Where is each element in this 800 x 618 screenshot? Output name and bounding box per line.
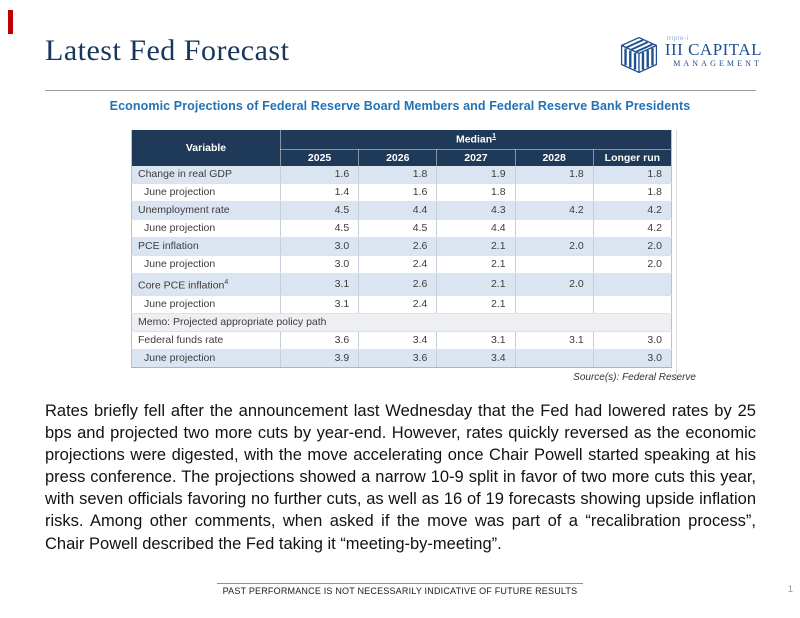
value-cell: 3.0 (279, 255, 359, 274)
logo-subname: MANAGEMENT (673, 59, 762, 68)
value-cell: 4.5 (279, 201, 359, 220)
row-label: June projection (131, 219, 281, 238)
group-header-median: Median1 (280, 130, 672, 150)
value-cell: 3.1 (514, 331, 594, 350)
value-cell: 1.4 (279, 183, 359, 202)
value-cell: 2.6 (358, 273, 437, 296)
row-label: Unemployment rate (131, 201, 281, 220)
logo-tagline: triple-i (666, 35, 689, 42)
col-header-year: 2026 (358, 149, 437, 166)
value-cell: 3.6 (279, 331, 359, 350)
value-cell (514, 219, 594, 238)
value-cell: 3.4 (358, 331, 437, 350)
value-cell: 1.8 (592, 166, 672, 184)
table-row: Memo: Projected appropriate policy path (131, 313, 672, 332)
value-cell: 4.4 (436, 219, 516, 238)
table-row: June projection 3.1 2.4 2.1 (131, 295, 672, 314)
value-cell: 4.5 (279, 219, 359, 238)
value-cell: 1.8 (358, 166, 437, 184)
value-cell: 2.1 (436, 255, 516, 274)
row-label: June projection (131, 183, 281, 202)
footer: PAST PERFORMANCE IS NOT NECESSARILY INDI… (0, 581, 800, 599)
value-cell: 1.8 (592, 183, 672, 202)
value-cell: 3.1 (436, 331, 516, 350)
logo-name: III CAPITAL (664, 40, 762, 59)
logo-text: triple-i III CAPITAL MANAGEMENT (665, 34, 762, 68)
company-logo: triple-i III CAPITAL MANAGEMENT (618, 34, 762, 74)
table-row: June projection 3.9 3.6 3.4 3.0 (131, 349, 672, 368)
source-attribution: Source(s): Federal Reserve (573, 372, 696, 383)
row-label: June projection (131, 349, 281, 368)
value-cell (592, 295, 672, 314)
value-cell: 2.0 (592, 255, 672, 274)
table-row: Unemployment rate 4.5 4.4 4.3 4.2 4.2 (131, 201, 672, 220)
value-cell: 2.1 (436, 295, 516, 314)
value-cell: 1.6 (279, 166, 359, 184)
value-cell: 3.9 (279, 349, 359, 368)
value-cell: 1.8 (514, 166, 594, 184)
value-cell (514, 295, 594, 314)
table-row: Change in real GDP 1.6 1.8 1.9 1.8 1.8 (131, 166, 672, 184)
value-cell: 4.2 (514, 201, 594, 220)
table-row: June projection 1.4 1.6 1.8 1.8 (131, 183, 672, 202)
value-cell: 3.6 (358, 349, 437, 368)
col-header-year: 2025 (279, 149, 359, 166)
value-cell: 3.4 (436, 349, 516, 368)
value-cell (514, 183, 594, 202)
value-cell: 4.2 (592, 219, 672, 238)
fed-projections-table: Variable Median1 2025 2026 2027 2028 Longer ru… (131, 130, 672, 368)
page-number: 1 (787, 584, 793, 595)
commentary-paragraph: Rates briefly fell after the announcemen… (45, 402, 756, 553)
value-cell (592, 273, 672, 296)
value-cell (514, 255, 594, 274)
page-title: Latest Fed Forecast (45, 34, 290, 67)
title-divider (45, 90, 756, 91)
value-cell: 2.6 (358, 237, 437, 256)
value-cell: 3.0 (592, 349, 672, 368)
value-cell: 3.1 (279, 295, 359, 314)
table-title: Economic Projections of Federal Reserve … (109, 99, 691, 113)
row-label: Federal funds rate (131, 331, 281, 350)
disclaimer-text: PAST PERFORMANCE IS NOT NECESSARILY INDI… (216, 583, 584, 596)
value-cell: 1.9 (436, 166, 516, 184)
value-cell: 2.1 (436, 273, 516, 296)
col-header-year: 2028 (514, 149, 594, 166)
col-header-year: 2027 (436, 149, 516, 166)
value-cell: 4.4 (358, 201, 437, 220)
row-label: June projection (131, 295, 281, 314)
table-row: Core PCE inflation4 3.1 2.6 2.1 2.0 (131, 273, 672, 296)
value-cell: 3.1 (279, 273, 359, 296)
value-cell: 4.3 (436, 201, 516, 220)
memo-cell: Memo: Projected appropriate policy path (131, 313, 672, 332)
value-cell: 1.6 (358, 183, 437, 202)
value-cell: 3.0 (279, 237, 359, 256)
table-row: Federal funds rate 3.6 3.4 3.1 3.1 3.0 (131, 331, 672, 350)
red-accent-mark (8, 10, 13, 34)
value-cell: 2.4 (358, 295, 437, 314)
col-header-variable: Variable (131, 130, 281, 166)
table-row: PCE inflation 3.0 2.6 2.1 2.0 2.0 (131, 237, 672, 256)
col-header-year: Longer run (592, 149, 672, 166)
row-label: PCE inflation (131, 237, 281, 256)
value-cell: 2.0 (592, 237, 672, 256)
value-cell: 2.1 (436, 237, 516, 256)
row-label: June projection (131, 255, 281, 274)
value-cell: 4.5 (358, 219, 437, 238)
value-cell: 1.8 (436, 183, 516, 202)
value-cell: 2.0 (514, 237, 594, 256)
row-label: Core PCE inflation4 (131, 273, 281, 296)
figure-border-edge (676, 130, 677, 382)
value-cell: 3.0 (592, 331, 672, 350)
cube-logo-icon (620, 36, 657, 74)
value-cell: 2.0 (514, 273, 594, 296)
value-cell: 2.4 (358, 255, 437, 274)
value-cell: 4.2 (592, 201, 672, 220)
value-cell (514, 349, 594, 368)
table-row: June projection 3.0 2.4 2.1 2.0 (131, 255, 672, 274)
row-label: Change in real GDP (131, 166, 281, 184)
table-row: June projection 4.5 4.5 4.4 4.2 (131, 219, 672, 238)
